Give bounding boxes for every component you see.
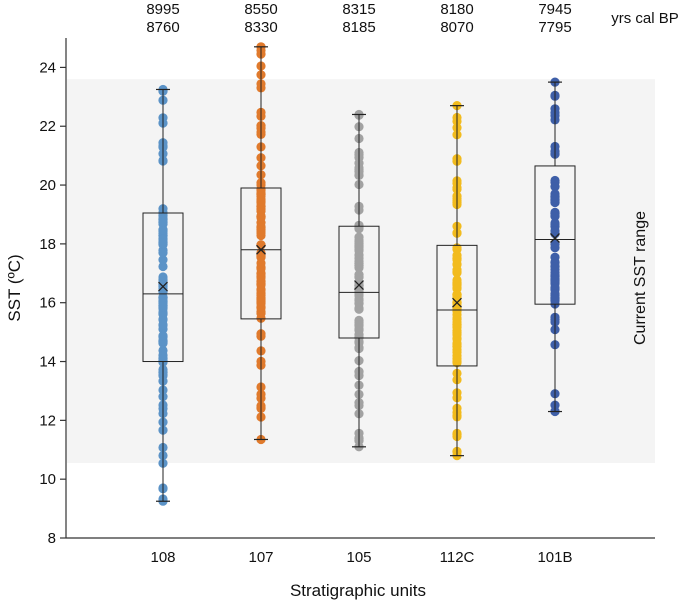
age-range-105: 8315 8185 [319,1,399,37]
mean-marker [550,233,560,243]
data-point [256,240,266,250]
y-tick-label: 22 [39,118,56,135]
data-point [550,211,560,221]
data-point [158,283,168,293]
data-point [354,299,364,309]
iqr-box [240,187,282,320]
y-tick-label: 10 [39,471,56,488]
y-axis-title: SST (ºC) [5,254,24,321]
data-point [452,278,462,288]
y-tick-label: 20 [39,177,56,194]
data-point [256,284,266,294]
data-point [158,319,168,330]
data-point [354,320,364,330]
data-point [452,320,462,330]
data-point [354,270,364,280]
data-point [158,300,168,310]
y-tick-label: 12 [39,412,56,429]
data-point [158,261,168,272]
age-older: 8995 [146,1,180,18]
data-point [256,201,266,211]
age-older: 8315 [342,1,376,18]
iqr-box [436,244,478,367]
mean-marker [256,244,266,255]
data-point [550,252,560,262]
data-point [354,258,364,268]
data-point [550,192,560,202]
data-point [256,302,266,312]
age-header-label: yrs cal BP [611,10,679,27]
x-tick-label: 107 [248,549,273,566]
x-axis-ticks: 108 107 105 112C 101B [150,549,572,566]
x-tick-label: 108 [150,549,175,566]
data-point [550,182,560,192]
mean-marker [158,281,168,292]
x-tick-label: 101B [537,549,572,566]
data-point [354,278,364,288]
data-point [550,293,560,303]
iqr-box [142,212,184,363]
data-point [158,225,168,235]
age-older: 8180 [440,1,474,18]
data-point [158,255,168,265]
data-point [158,217,168,227]
series-112C [436,101,478,461]
data-point [452,356,462,366]
age-younger: 8760 [146,19,180,36]
age-younger: 8070 [440,19,474,36]
data-point [550,261,560,272]
series-101B [534,77,576,417]
y-axis-ticks: 8 10 12 14 16 18 20 22 24 [39,59,66,547]
x-axis-title: Stratigraphic units [290,581,426,600]
data-point [452,259,462,270]
x-tick-label: 105 [346,549,371,566]
age-younger: 8185 [342,19,376,36]
series-105 [338,109,380,452]
data-point [158,248,168,258]
data-point [550,275,560,285]
series-108 [142,84,184,506]
data-point [452,340,462,350]
data-point [256,251,266,261]
data-point [354,287,364,297]
data-point [550,239,560,249]
data-point [452,290,462,300]
age-range-112C: 8180 8070 [417,1,497,37]
age-range-101B: 7945 7795 [515,1,595,37]
age-range-108: 8995 8760 [123,1,203,37]
data-point [354,222,364,232]
age-older: 7945 [538,1,572,18]
age-range-107: 8550 8330 [221,1,301,37]
plot-marks [142,42,576,506]
iqr-box [534,165,576,305]
y-tick-label: 8 [48,530,56,547]
band-label: Current SST range [632,211,649,345]
y-tick-label: 18 [39,236,56,253]
mean-marker [354,280,364,291]
iqr-box [338,225,380,339]
data-point [256,213,266,223]
data-point [158,238,168,248]
data-point [354,232,364,242]
data-point [550,229,560,239]
mean-marker [452,297,462,308]
data-point [256,258,266,268]
y-tick-label: 14 [39,354,56,371]
age-older: 8550 [244,1,278,18]
series-107 [240,42,282,445]
x-tick-label: 112C [440,549,475,566]
data-point [256,223,266,233]
y-tick-label: 16 [39,295,56,312]
data-point [256,188,266,198]
data-point [550,218,560,228]
age-younger: 7795 [538,19,572,36]
data-point [158,331,168,341]
age-younger: 8330 [244,19,278,36]
y-tick-label: 24 [39,59,56,76]
